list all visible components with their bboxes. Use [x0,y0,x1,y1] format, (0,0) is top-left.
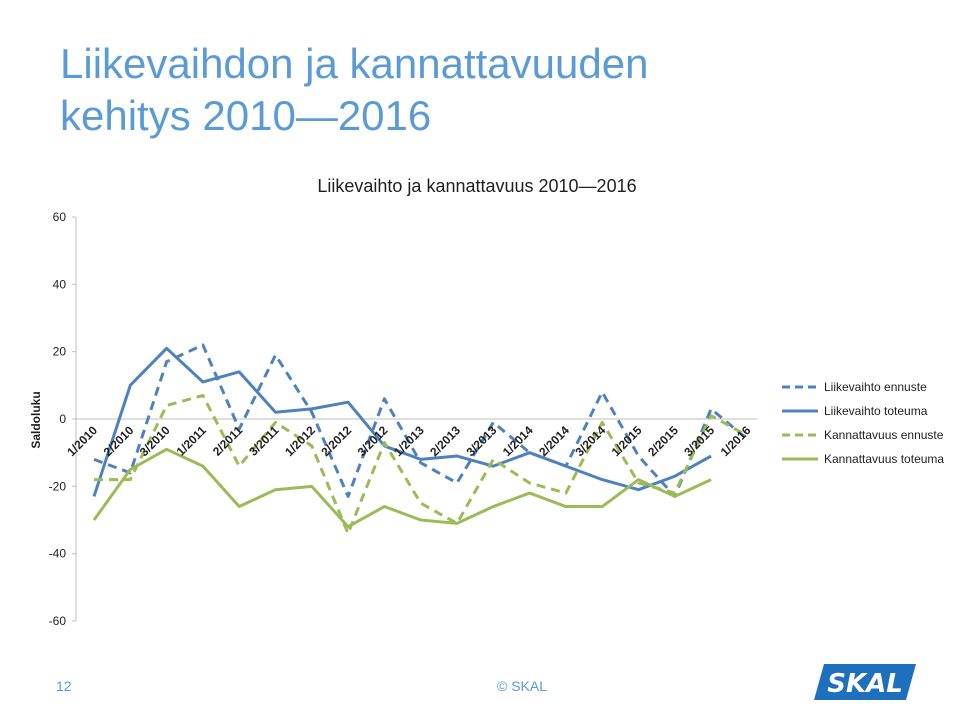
legend-swatch [782,457,818,461]
legend-item-3: Kannattavuus ennuste [782,423,944,447]
legend-swatch [782,385,818,389]
copyright-text: © SKAL [497,678,548,694]
legend-label: Kannattavuus ennuste [824,428,944,442]
x-tick-label: 3/2015 [681,423,717,459]
legend-item-4: Kannattavuus toteuma [782,447,944,471]
logo-text: SKAL [827,669,903,699]
x-tick-label: 2/2011 [210,423,246,459]
x-tick-label: 1/2011 [174,423,210,459]
slide-title: Liikevaihdon ja kannattavuuden kehitys 2… [60,38,920,142]
slide-title-line2: kehitys 2010—2016 [60,92,432,139]
chart-axes: 60 40 20 0 -20 -40 -60 [49,210,758,628]
y-tick-label: -60 [49,614,67,628]
chart-title: Liikevaihto ja kannattavuus 2010—2016 [317,176,637,196]
legend-item-2: Liikevaihto toteuma [782,399,944,423]
x-tick-label: 3/2013 [464,423,500,459]
y-tick-label: 0 [59,412,66,426]
x-tick-label: 2/2014 [536,423,572,459]
legend-label: Liikevaihto toteuma [824,404,928,418]
chart-legend: Liikevaihto ennuste Liikevaihto toteuma Ka… [782,375,944,471]
x-tick-label: 2/2013 [427,423,463,459]
legend-swatch [782,433,818,437]
y-tick-label: 60 [53,210,67,224]
y-tick-label: 40 [53,277,67,291]
y-tick-label: 20 [53,345,67,359]
x-tick-label: 2/2015 [645,423,681,459]
legend-label: Liikevaihto ennuste [824,380,927,394]
x-tick-label: 3/2011 [246,423,282,459]
series-line-1 [93,343,749,498]
y-tick-label: -40 [49,547,67,561]
x-tick-label: 2/2010 [101,423,137,459]
y-tick-label: -20 [49,479,67,493]
legend-swatch [782,409,818,413]
slide-title-line1: Liikevaihdon ja kannattavuuden [60,40,649,87]
page-number: 12 [56,678,72,694]
chart-series [92,343,749,535]
series-line-2 [92,346,712,497]
x-tick-label: 1/2015 [609,423,645,459]
legend-item-1: Liikevaihto ennuste [782,375,944,399]
series-line-3 [94,393,749,535]
y-axis-label: Saldoluku [29,391,43,448]
legend-label: Kannattavuus toteuma [824,452,945,466]
skal-logo: SKAL [814,664,916,700]
series-line-4 [92,447,712,529]
x-tick-label: 1/2010 [64,423,100,459]
